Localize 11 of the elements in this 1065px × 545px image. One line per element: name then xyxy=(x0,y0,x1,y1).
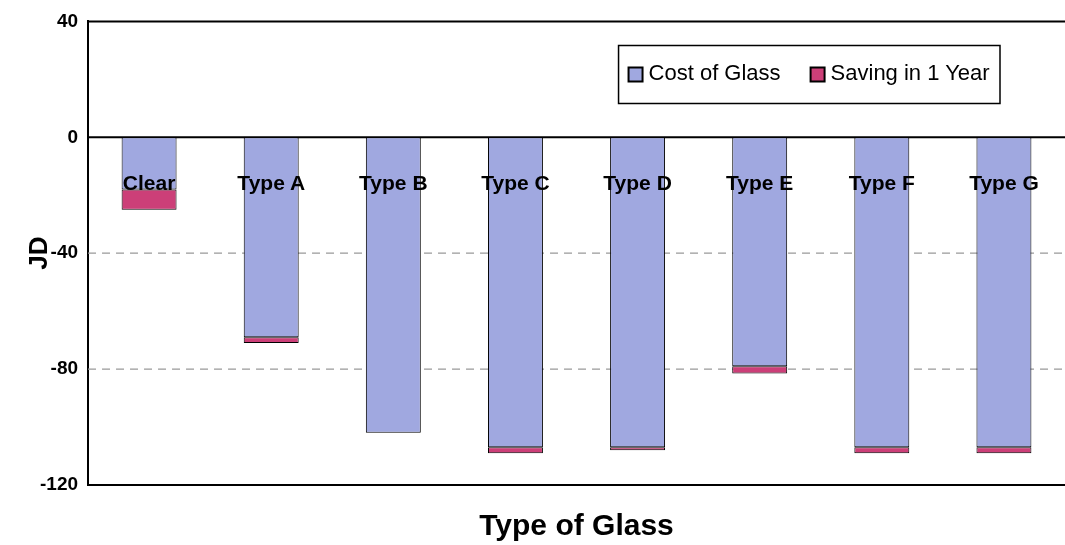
y-tick-label: -80 xyxy=(50,357,79,379)
x-tick-label: Type F xyxy=(848,171,916,195)
y-tick-label: -120 xyxy=(40,473,79,495)
x-tick-label: Clear xyxy=(122,171,176,195)
y-tick-label: 0 xyxy=(67,125,79,147)
y-tick-label: 40 xyxy=(56,9,79,31)
legend-label: Saving in 1 Year xyxy=(830,60,990,86)
x-tick-label: Type G xyxy=(969,171,1039,195)
legend-label: Cost of Glass xyxy=(648,60,781,86)
x-axis-title: Type of Glass xyxy=(479,508,674,541)
x-tick-label: Type A xyxy=(237,171,306,195)
